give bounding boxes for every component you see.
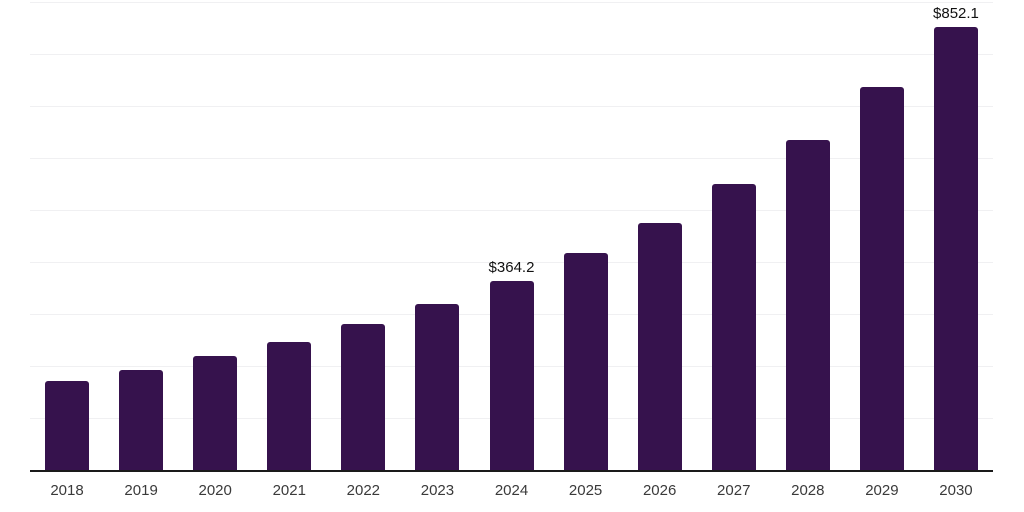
bar-2021	[267, 342, 312, 470]
x-tick-label-2030: 2030	[939, 482, 973, 499]
gridline-500	[30, 209, 993, 211]
bar-2024	[489, 280, 534, 470]
bar-slot-2025	[549, 0, 623, 470]
bar-2025	[563, 252, 608, 470]
value-label-2030: $852.1	[933, 5, 979, 23]
bar-2022	[341, 324, 386, 470]
bar-slot-2020	[178, 0, 252, 470]
x-tick-label-2018: 2018	[50, 482, 84, 499]
x-tick-label-2026: 2026	[642, 482, 677, 499]
bar-2026	[637, 222, 682, 470]
bar-2030	[933, 27, 978, 470]
plot-area: $364.2 $852.1	[30, 0, 993, 472]
x-tick-label-2028: 2028	[791, 482, 825, 499]
bar-slot-2030: $852.1	[919, 0, 993, 470]
x-tick-label-2020: 2020	[198, 482, 232, 499]
bar-slot-2019	[104, 0, 178, 470]
bar-2028	[785, 139, 830, 470]
bar-slot-2026	[623, 0, 697, 470]
bar-2020	[193, 356, 238, 470]
bar-slot-2029	[845, 0, 919, 470]
bar-2027	[711, 184, 756, 470]
x-tick-label-2029: 2029	[865, 482, 899, 499]
bar-slot-2022	[326, 0, 400, 470]
x-tick-label-2027: 2027	[717, 482, 751, 499]
value-label-2024: $364.2	[488, 258, 535, 276]
x-tick-label-2021: 2021	[272, 482, 306, 499]
bar-slot-2018	[30, 0, 104, 470]
bar-slot-2028	[771, 0, 845, 470]
x-axis-tick-labels: 2018 2019 2020 2021 2022 2023 2024 2025 2026 2027…	[30, 482, 993, 499]
gridline-800	[30, 53, 993, 55]
x-tick-label-2022: 2022	[346, 482, 381, 499]
bar-slot-2024: $364.2	[474, 0, 548, 470]
bar-slot-2023	[400, 0, 474, 470]
bar-2018	[45, 380, 90, 470]
x-tick-label-2025: 2025	[568, 482, 603, 499]
gridline-600	[30, 157, 993, 159]
gridline-700	[30, 105, 993, 107]
gridline-900	[30, 1, 993, 3]
bar-2023	[415, 304, 460, 470]
bar-slot-2027	[697, 0, 771, 470]
bar-2029	[859, 87, 904, 470]
x-tick-label-2019: 2019	[124, 482, 158, 499]
x-axis-line	[30, 470, 993, 472]
x-tick-label-2024: 2024	[494, 482, 529, 499]
bar-slot-2021	[252, 0, 326, 470]
gridline-400	[30, 261, 993, 263]
bar-2019	[119, 370, 164, 470]
x-tick-label-2023: 2023	[420, 482, 455, 499]
bar-group: $364.2 $852.1	[30, 0, 993, 470]
